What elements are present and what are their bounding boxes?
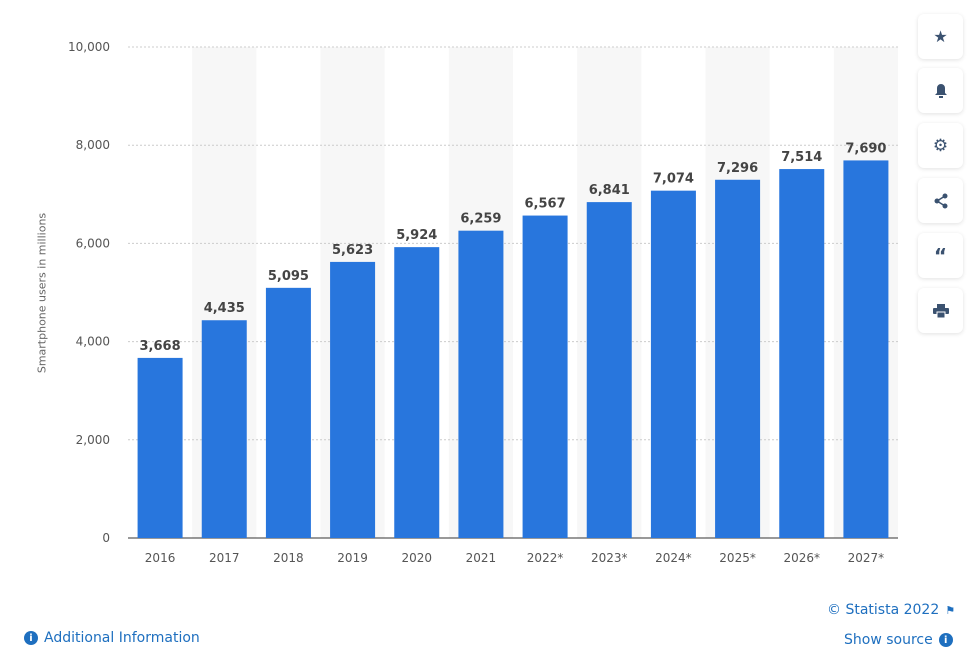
y-tick-label: 0 — [102, 531, 110, 545]
bell-icon — [934, 83, 947, 98]
notification-button[interactable] — [918, 68, 963, 113]
x-tick-label: 2017 — [209, 551, 240, 565]
bar — [137, 357, 183, 538]
data-label: 4,435 — [204, 301, 245, 316]
y-tick-label: 8,000 — [76, 138, 110, 152]
bar — [458, 230, 504, 538]
data-label: 5,095 — [268, 269, 309, 284]
x-tick-label: 2022* — [527, 551, 564, 565]
x-tick-label: 2025* — [719, 551, 756, 565]
bar — [715, 179, 761, 538]
bar — [586, 202, 632, 538]
x-tick-label: 2019 — [337, 551, 368, 565]
print-button[interactable] — [918, 288, 963, 333]
data-label: 3,668 — [140, 339, 181, 354]
x-tick-label: 2024* — [655, 551, 692, 565]
x-tick-label: 2016 — [145, 551, 176, 565]
flag-icon: ⚑ — [945, 603, 956, 617]
bar — [394, 247, 440, 539]
x-tick-label: 2020 — [401, 551, 432, 565]
bar-chart: 0 2,000 4,000 6,000 8,000 10,000 3,668 2016 4,43… — [68, 40, 898, 565]
bar — [779, 169, 825, 538]
quote-icon: “ — [933, 243, 948, 268]
x-tick-label: 2027* — [848, 551, 885, 565]
bar — [522, 215, 568, 538]
bar — [330, 261, 376, 538]
show-source-link[interactable]: Show source i — [844, 632, 953, 648]
bar — [265, 287, 311, 538]
bar — [201, 320, 247, 538]
x-tick-label: 2026* — [783, 551, 820, 565]
data-label: 7,514 — [781, 150, 822, 165]
info-icon: i — [938, 633, 953, 647]
x-tick-label: 2018 — [273, 551, 304, 565]
additional-information-link[interactable]: i Additional Information — [24, 630, 200, 646]
data-label: 6,567 — [525, 197, 566, 212]
data-label: 6,259 — [460, 212, 501, 227]
favorite-button[interactable]: ★ — [918, 14, 963, 59]
y-tick-label: 10,000 — [68, 40, 110, 54]
share-icon — [934, 193, 947, 208]
info-icon: i — [24, 631, 38, 645]
star-icon: ★ — [933, 27, 948, 46]
y-axis-label: Smartphone users in millions — [35, 212, 49, 374]
data-label: 5,623 — [332, 243, 373, 258]
copyright-link[interactable]: © Statista 2022 ⚑ — [827, 602, 955, 618]
data-label: 6,841 — [589, 183, 630, 198]
y-tick-label: 2,000 — [76, 433, 110, 447]
data-label: 7,296 — [717, 161, 758, 176]
data-label: 7,690 — [845, 141, 886, 156]
copyright-text: © Statista 2022 — [827, 602, 940, 618]
cite-button[interactable]: “ — [918, 233, 963, 278]
show-source-text: Show source — [844, 632, 933, 648]
y-tick-label: 4,000 — [76, 335, 110, 349]
gear-icon: ⚙ — [932, 135, 949, 156]
bar — [650, 190, 696, 538]
x-tick-label: 2021 — [466, 551, 497, 565]
bar — [843, 160, 889, 538]
print-icon — [932, 303, 949, 318]
data-label: 5,924 — [396, 228, 437, 243]
y-tick-label: 6,000 — [76, 236, 110, 250]
settings-button[interactable]: ⚙ — [918, 123, 963, 168]
share-button[interactable] — [918, 178, 963, 223]
additional-information-text: Additional Information — [44, 630, 200, 646]
data-label: 7,074 — [653, 172, 694, 187]
x-tick-label: 2023* — [591, 551, 628, 565]
